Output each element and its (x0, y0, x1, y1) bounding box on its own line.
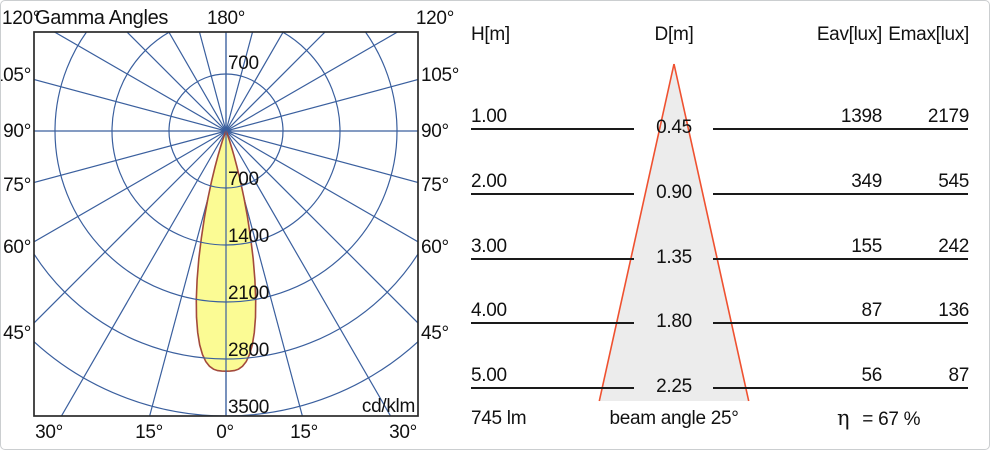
col-header-emax: Emax[lux] (888, 24, 969, 45)
svg-text:90°: 90° (421, 121, 449, 142)
svg-text:3500: 3500 (228, 397, 269, 418)
col-header-eav: Eav[lux] (816, 24, 882, 45)
svg-text:45°: 45° (421, 323, 449, 344)
row-line-right (713, 387, 968, 389)
col-header-d: D[m] (654, 24, 694, 45)
svg-text:2800: 2800 (228, 340, 269, 361)
svg-text:75°: 75° (3, 175, 31, 196)
svg-text:700: 700 (228, 53, 259, 74)
eav-value: 155 (851, 236, 882, 257)
svg-text:105°: 105° (1, 65, 31, 86)
svg-text:Gamma Angles: Gamma Angles (35, 7, 168, 29)
svg-text:2100: 2100 (228, 283, 269, 304)
row-line-left (471, 128, 634, 130)
svg-text:60°: 60° (421, 237, 449, 258)
emax-value: 242 (938, 236, 969, 257)
svg-text:700: 700 (228, 169, 259, 190)
svg-text:15°: 15° (290, 422, 318, 443)
eta-value: = 67 % (862, 409, 921, 430)
row-line-right (713, 322, 968, 324)
eav-value: 87 (861, 300, 882, 321)
row-line-left (471, 322, 634, 324)
svg-text:120°: 120° (2, 8, 40, 29)
svg-text:90°: 90° (3, 121, 31, 142)
emax-value: 2179 (927, 106, 969, 127)
d-value: 1.35 (656, 247, 692, 268)
h-value: 5.00 (471, 365, 507, 386)
svg-text:30°: 30° (35, 422, 63, 443)
beam-angle-label: beam angle 25° (609, 408, 739, 429)
h-value: 3.00 (471, 236, 507, 257)
efficiency-label: η = 67 % (837, 406, 921, 430)
eav-value: 1398 (840, 106, 882, 127)
row-line-left (471, 193, 634, 195)
row-line-right (713, 258, 968, 260)
d-value: 0.45 (656, 117, 692, 138)
emax-value: 545 (938, 171, 969, 192)
row-line-left (471, 387, 634, 389)
row-line-right (713, 193, 968, 195)
h-value: 2.00 (471, 171, 507, 192)
h-value: 4.00 (471, 300, 507, 321)
svg-text:45°: 45° (3, 323, 31, 344)
svg-text:1400: 1400 (228, 226, 269, 247)
eta-symbol: η (837, 406, 850, 430)
row-line-left (471, 258, 634, 260)
svg-text:75°: 75° (421, 175, 449, 196)
svg-text:60°: 60° (3, 237, 31, 258)
emax-value: 136 (938, 300, 969, 321)
polar-intensity-chart: 120°Gamma Angles180°120°105°105°90°90°75… (1, 7, 459, 443)
luminous-flux-label: 745 lm (471, 408, 527, 429)
d-value: 1.80 (656, 311, 692, 332)
d-value: 2.25 (656, 376, 692, 397)
svg-text:15°: 15° (135, 422, 163, 443)
svg-text:120°: 120° (416, 8, 454, 29)
svg-text:30°: 30° (389, 422, 417, 443)
svg-text:180°: 180° (207, 8, 245, 29)
emax-value: 87 (948, 365, 969, 386)
d-value: 0.90 (656, 182, 692, 203)
svg-text:cd/klm: cd/klm (362, 396, 415, 417)
svg-text:105°: 105° (421, 65, 459, 86)
eav-value: 349 (851, 171, 882, 192)
eav-value: 56 (861, 365, 882, 386)
row-line-right (713, 128, 968, 130)
h-value: 1.00 (471, 106, 507, 127)
col-header-h: H[m] (471, 24, 510, 45)
svg-text:0°: 0° (216, 422, 234, 443)
